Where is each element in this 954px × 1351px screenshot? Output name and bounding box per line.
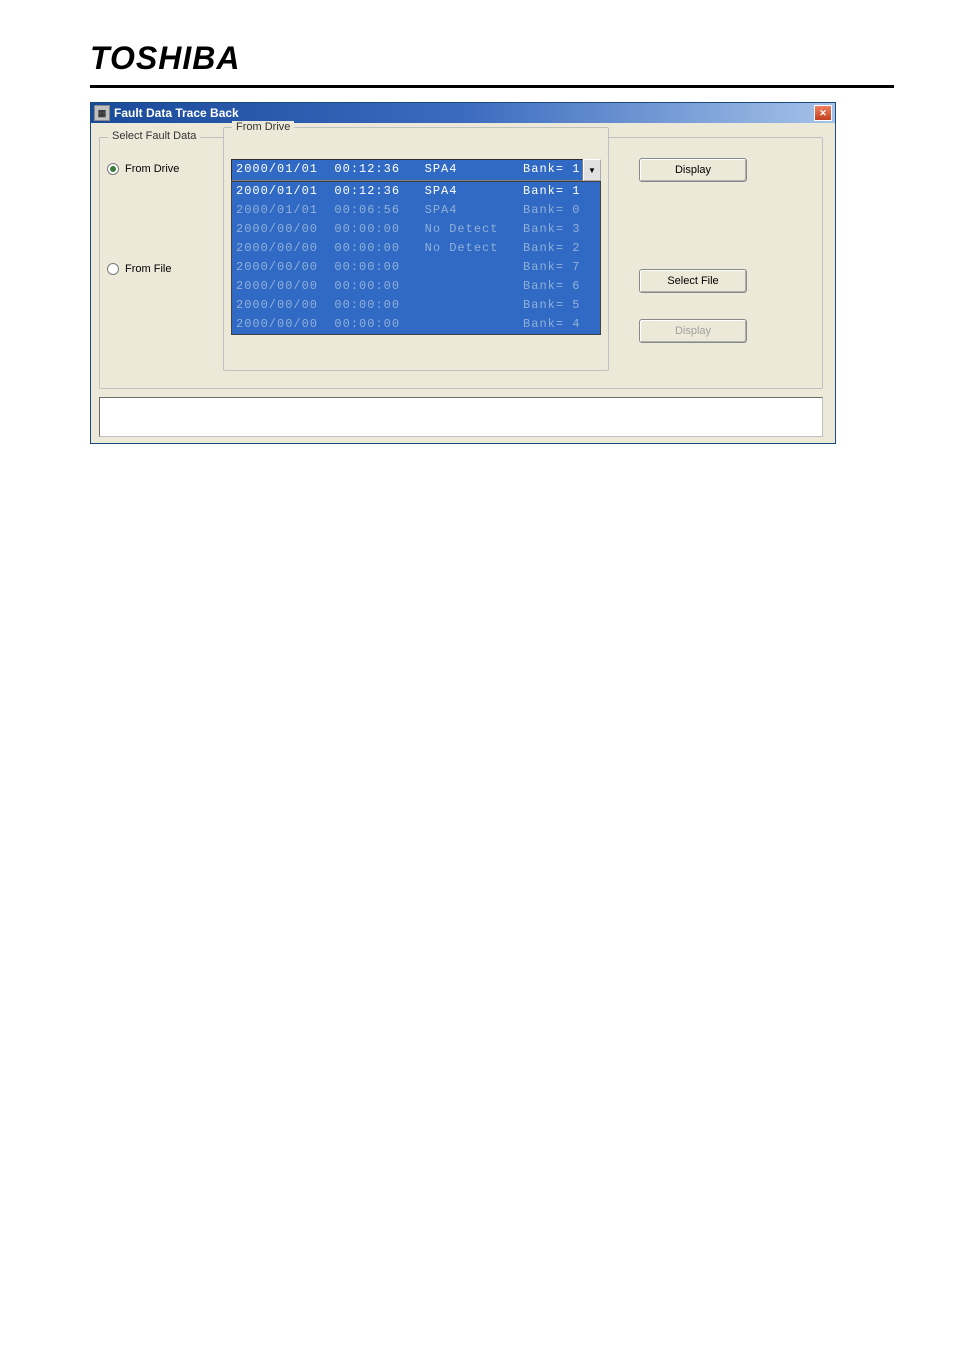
window-title: Fault Data Trace Back — [114, 106, 814, 120]
dropdown-selected-value: 2000/01/01 00:12:36 SPA4 Bank= 1 — [231, 159, 583, 181]
header-rule — [90, 85, 894, 88]
list-item[interactable]: 2000/00/00 00:00:00 Bank= 5 — [232, 296, 600, 315]
fault-record-dropdown[interactable]: 2000/01/01 00:12:36 SPA4 Bank= 1 ▼ — [231, 159, 601, 181]
radio-from-file-label: From File — [125, 263, 171, 275]
radio-from-file[interactable]: From File — [107, 263, 171, 275]
display-file-button: Display — [639, 319, 747, 343]
list-item[interactable]: 2000/01/01 00:12:36 SPA4 Bank= 1 — [232, 182, 600, 201]
file-path-input[interactable] — [99, 397, 823, 437]
brand-title: TOSHIBA — [90, 40, 894, 77]
window-body: Select Fault Data From Drive From File F… — [91, 123, 835, 443]
list-item[interactable]: 2000/00/00 00:00:00 No Detect Bank= 2 — [232, 239, 600, 258]
chevron-down-icon[interactable]: ▼ — [583, 159, 601, 181]
radio-dot-icon — [107, 163, 119, 175]
radio-from-drive[interactable]: From Drive — [107, 163, 179, 175]
radio-dot-icon — [107, 263, 119, 275]
outer-group-title: Select Fault Data — [108, 130, 200, 142]
display-drive-button[interactable]: Display — [639, 158, 747, 182]
inner-group-title: From Drive — [232, 121, 294, 133]
fault-record-list[interactable]: 2000/01/01 00:12:36 SPA4 Bank= 12000/01/… — [231, 181, 601, 335]
list-item[interactable]: 2000/00/00 00:00:00 Bank= 6 — [232, 277, 600, 296]
titlebar: ▦ Fault Data Trace Back ✕ — [91, 103, 835, 123]
fault-data-window: ▦ Fault Data Trace Back ✕ Select Fault D… — [90, 102, 836, 444]
app-icon: ▦ — [94, 105, 110, 121]
select-file-button[interactable]: Select File — [639, 269, 747, 293]
list-item[interactable]: 2000/00/00 00:00:00 No Detect Bank= 3 — [232, 220, 600, 239]
list-item[interactable]: 2000/00/00 00:00:00 Bank= 4 — [232, 315, 600, 334]
list-item[interactable]: 2000/00/00 00:00:00 Bank= 7 — [232, 258, 600, 277]
radio-from-drive-label: From Drive — [125, 163, 179, 175]
close-button[interactable]: ✕ — [814, 105, 832, 121]
list-item[interactable]: 2000/01/01 00:06:56 SPA4 Bank= 0 — [232, 201, 600, 220]
